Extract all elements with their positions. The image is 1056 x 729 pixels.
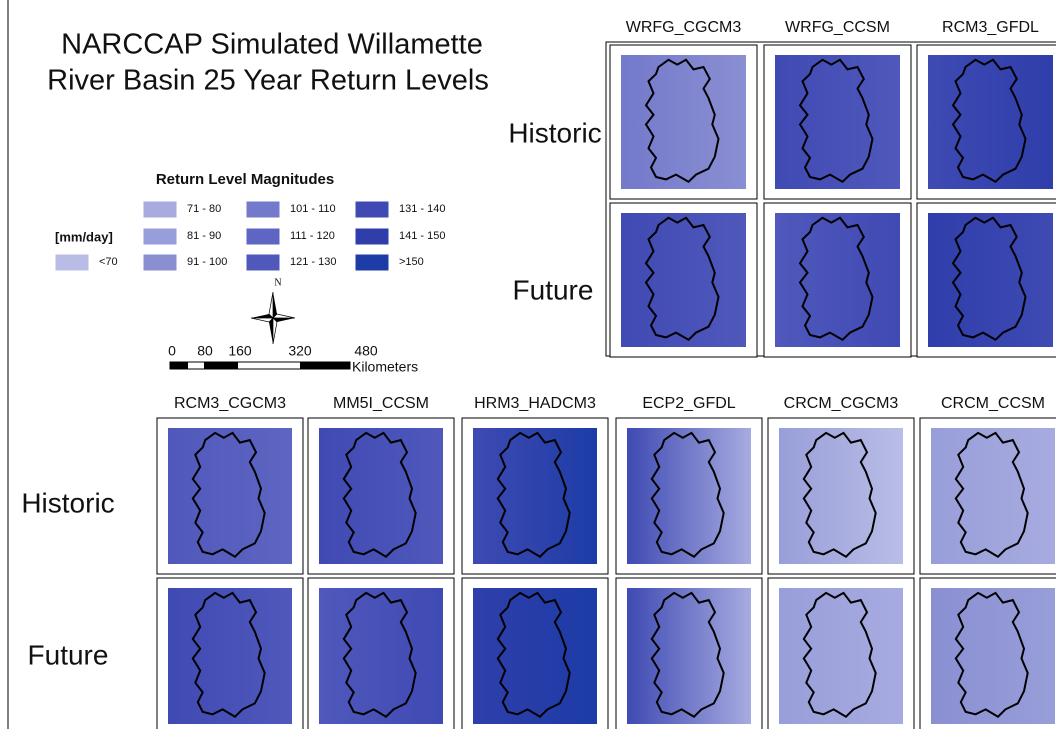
model-header: ECP2_GFDL <box>642 395 735 412</box>
legend-label: 71 - 80 <box>187 203 221 215</box>
scale-unit: Kilometers <box>352 359 418 375</box>
model-header: MM5I_CCSM <box>333 395 429 412</box>
legend-swatch <box>143 254 177 271</box>
row-label: Future <box>28 639 109 670</box>
map-raster <box>627 428 751 564</box>
model-header: RCM3_CGCM3 <box>174 395 286 412</box>
row-label: Historic <box>508 117 601 148</box>
row-label: Historic <box>21 487 114 518</box>
map-raster <box>473 588 597 724</box>
map-raster <box>931 428 1055 564</box>
legend-swatch <box>246 228 280 245</box>
scale-label: 160 <box>228 343 252 359</box>
legend-label: 141 - 150 <box>399 230 445 242</box>
scale-label: 320 <box>288 343 312 359</box>
scale-label: 80 <box>197 343 213 359</box>
north-arrow <box>251 292 295 344</box>
legend-swatch <box>355 228 389 245</box>
legend-label: 81 - 90 <box>187 230 221 242</box>
model-header: CRCM_CGCM3 <box>784 395 899 412</box>
legend-label: 111 - 120 <box>290 230 335 242</box>
figure: NARCCAP Simulated Willamette River Basin… <box>0 0 1056 729</box>
map-raster <box>319 428 443 564</box>
title-line: River Basin 25 Year Return Levels <box>47 65 489 97</box>
legend-swatch <box>355 254 389 271</box>
north-label: N <box>274 277 281 288</box>
legend-label: 131 - 140 <box>399 203 445 215</box>
map-raster <box>931 588 1055 724</box>
map-raster <box>928 213 1053 347</box>
legend-label: 91 - 100 <box>187 256 227 268</box>
row-label: Future <box>513 274 594 305</box>
map-raster <box>779 428 903 564</box>
legend-title: Return Level Magnitudes <box>156 171 334 188</box>
map-raster <box>627 588 751 724</box>
map-raster <box>168 588 292 724</box>
map-raster <box>779 588 903 724</box>
legend-unit: [mm/day] <box>55 229 113 244</box>
legend-swatch <box>143 228 177 245</box>
map-raster <box>621 213 746 347</box>
legend-swatch <box>143 201 177 218</box>
legend-label: <70 <box>99 256 118 268</box>
map-raster <box>473 428 597 564</box>
map-raster <box>319 588 443 724</box>
title-line: NARCCAP Simulated Willamette <box>61 29 483 61</box>
scale-bar <box>170 362 350 369</box>
model-header: WRFG_CGCM3 <box>626 19 742 36</box>
map-raster <box>775 55 900 189</box>
legend-label: >150 <box>399 256 424 268</box>
map-raster <box>928 55 1053 189</box>
model-header: RCM3_GFDL <box>942 19 1039 36</box>
legend-label: 121 - 130 <box>290 256 336 268</box>
scale-label: 0 <box>168 343 176 359</box>
legend-swatch <box>55 254 89 271</box>
model-header: HRM3_HADCM3 <box>474 395 596 412</box>
map-raster <box>621 55 746 189</box>
map-raster <box>168 428 292 564</box>
legend-swatch <box>355 201 389 218</box>
model-header: WRFG_CCSM <box>785 19 890 36</box>
legend-label: 101 - 110 <box>290 203 336 215</box>
map-raster <box>775 213 900 347</box>
legend-swatch <box>246 254 280 271</box>
model-header: CRCM_CCSM <box>941 395 1045 412</box>
legend-swatch <box>246 201 280 218</box>
scale-label: 480 <box>354 343 378 359</box>
